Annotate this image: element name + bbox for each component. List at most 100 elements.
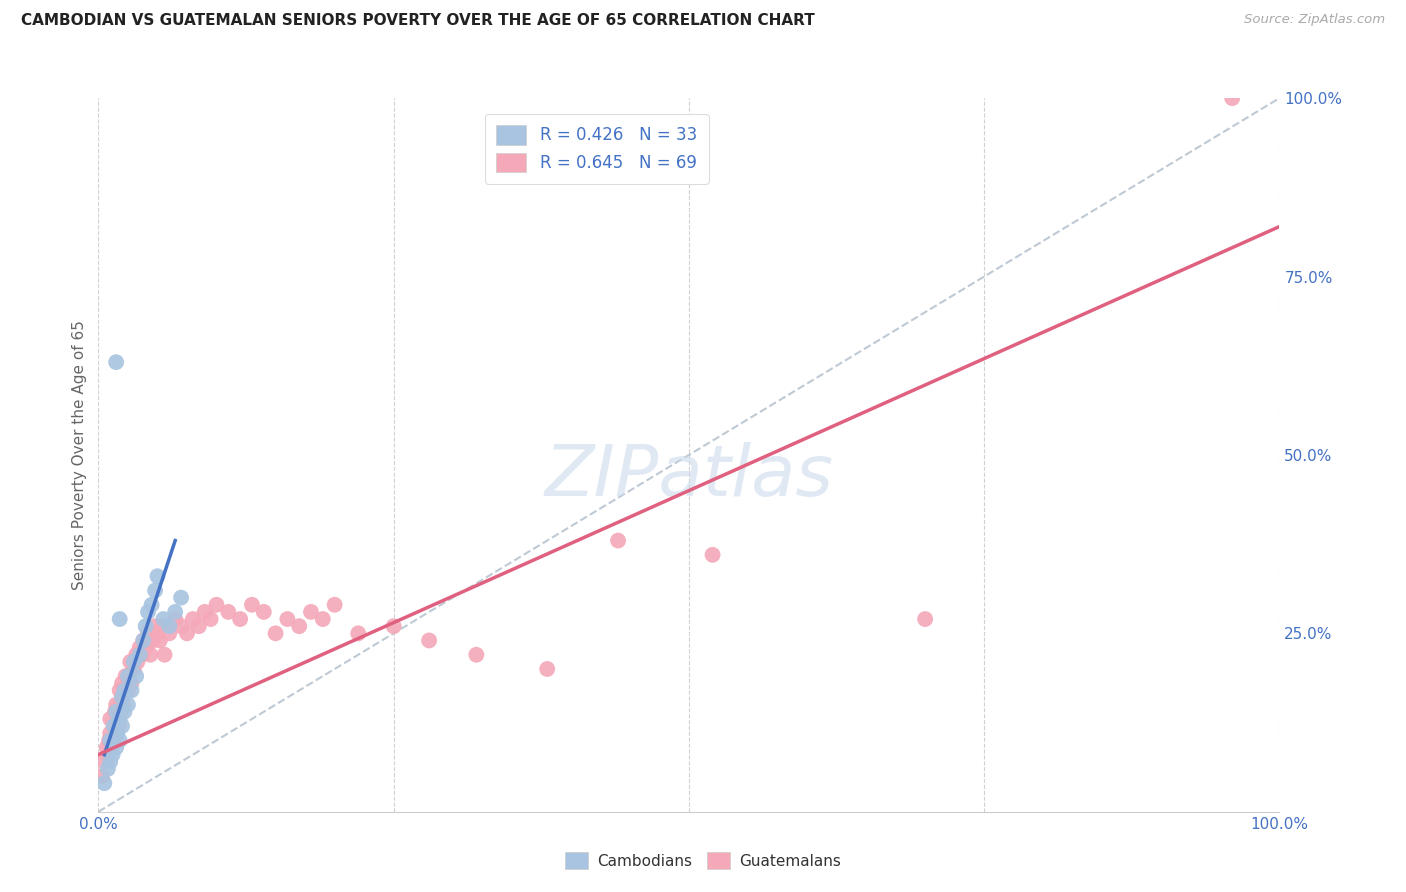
Point bbox=[107, 719, 129, 733]
Point bbox=[347, 626, 370, 640]
Point bbox=[165, 605, 187, 619]
Legend: R = 0.426   N = 33, R = 0.645   N = 69: R = 0.426 N = 33, R = 0.645 N = 69 bbox=[485, 113, 709, 184]
Text: ZIPatlas: ZIPatlas bbox=[544, 442, 834, 511]
Point bbox=[135, 619, 157, 633]
Point bbox=[112, 705, 135, 719]
Point bbox=[98, 726, 121, 740]
Point bbox=[131, 648, 153, 662]
Point bbox=[112, 698, 135, 712]
Point bbox=[312, 612, 335, 626]
Point bbox=[149, 633, 172, 648]
Point bbox=[132, 633, 155, 648]
Point bbox=[187, 619, 209, 633]
Point bbox=[98, 733, 121, 747]
Point bbox=[127, 655, 149, 669]
Point bbox=[98, 733, 121, 747]
Point bbox=[139, 648, 162, 662]
Point bbox=[702, 548, 724, 562]
Point bbox=[914, 612, 936, 626]
Point bbox=[120, 655, 142, 669]
Point bbox=[105, 740, 128, 755]
Point bbox=[146, 626, 169, 640]
Point bbox=[101, 747, 124, 762]
Point bbox=[141, 598, 163, 612]
Point bbox=[1220, 91, 1243, 105]
Point bbox=[536, 662, 558, 676]
Point bbox=[91, 769, 114, 783]
Point bbox=[135, 640, 157, 655]
Point bbox=[153, 648, 176, 662]
Point bbox=[276, 612, 298, 626]
Point bbox=[122, 655, 145, 669]
Point bbox=[105, 712, 128, 726]
Point bbox=[143, 619, 166, 633]
Point bbox=[104, 705, 127, 719]
Point bbox=[101, 733, 124, 747]
Point bbox=[128, 648, 150, 662]
Point bbox=[132, 633, 155, 648]
Point bbox=[110, 705, 132, 719]
Point bbox=[205, 598, 228, 612]
Point bbox=[97, 762, 120, 776]
Point bbox=[607, 533, 630, 548]
Point bbox=[105, 698, 128, 712]
Point bbox=[194, 605, 217, 619]
Point bbox=[217, 605, 239, 619]
Point bbox=[240, 598, 263, 612]
Point bbox=[117, 698, 139, 712]
Point bbox=[111, 690, 134, 705]
Point bbox=[136, 605, 159, 619]
Y-axis label: Seniors Poverty Over the Age of 65: Seniors Poverty Over the Age of 65 bbox=[72, 320, 87, 590]
Point bbox=[121, 683, 143, 698]
Point bbox=[128, 640, 150, 655]
Point bbox=[181, 612, 204, 626]
Point bbox=[264, 626, 287, 640]
Point bbox=[121, 676, 143, 690]
Point bbox=[142, 633, 165, 648]
Point bbox=[98, 755, 121, 769]
Point bbox=[146, 569, 169, 583]
Point bbox=[108, 698, 131, 712]
Point bbox=[465, 648, 488, 662]
Point bbox=[253, 605, 276, 619]
Point bbox=[105, 705, 128, 719]
Point bbox=[323, 598, 346, 612]
Point bbox=[93, 755, 115, 769]
Point bbox=[103, 719, 125, 733]
Point bbox=[93, 776, 115, 790]
Point bbox=[152, 612, 174, 626]
Point bbox=[200, 612, 222, 626]
Point bbox=[103, 719, 125, 733]
Point bbox=[105, 726, 128, 740]
Point bbox=[150, 619, 173, 633]
Point bbox=[108, 683, 131, 698]
Point bbox=[114, 669, 136, 683]
Point bbox=[117, 669, 139, 683]
Point bbox=[136, 626, 159, 640]
Point bbox=[108, 612, 131, 626]
Point bbox=[111, 719, 134, 733]
Point bbox=[112, 683, 135, 698]
Point bbox=[382, 619, 405, 633]
Point bbox=[288, 619, 311, 633]
Text: Source: ZipAtlas.com: Source: ZipAtlas.com bbox=[1244, 13, 1385, 27]
Point bbox=[117, 683, 139, 698]
Point bbox=[111, 676, 134, 690]
Point bbox=[111, 690, 134, 705]
Point bbox=[170, 591, 193, 605]
Point bbox=[98, 712, 121, 726]
Point bbox=[122, 662, 145, 676]
Point bbox=[108, 733, 131, 747]
Point bbox=[112, 683, 135, 698]
Point bbox=[108, 712, 131, 726]
Point bbox=[157, 626, 180, 640]
Text: CAMBODIAN VS GUATEMALAN SENIORS POVERTY OVER THE AGE OF 65 CORRELATION CHART: CAMBODIAN VS GUATEMALAN SENIORS POVERTY … bbox=[21, 13, 815, 29]
Point bbox=[229, 612, 252, 626]
Point bbox=[125, 648, 148, 662]
Point bbox=[97, 747, 120, 762]
Point bbox=[105, 355, 128, 369]
Point bbox=[157, 619, 180, 633]
Point bbox=[299, 605, 322, 619]
Point bbox=[105, 726, 128, 740]
Point bbox=[143, 583, 166, 598]
